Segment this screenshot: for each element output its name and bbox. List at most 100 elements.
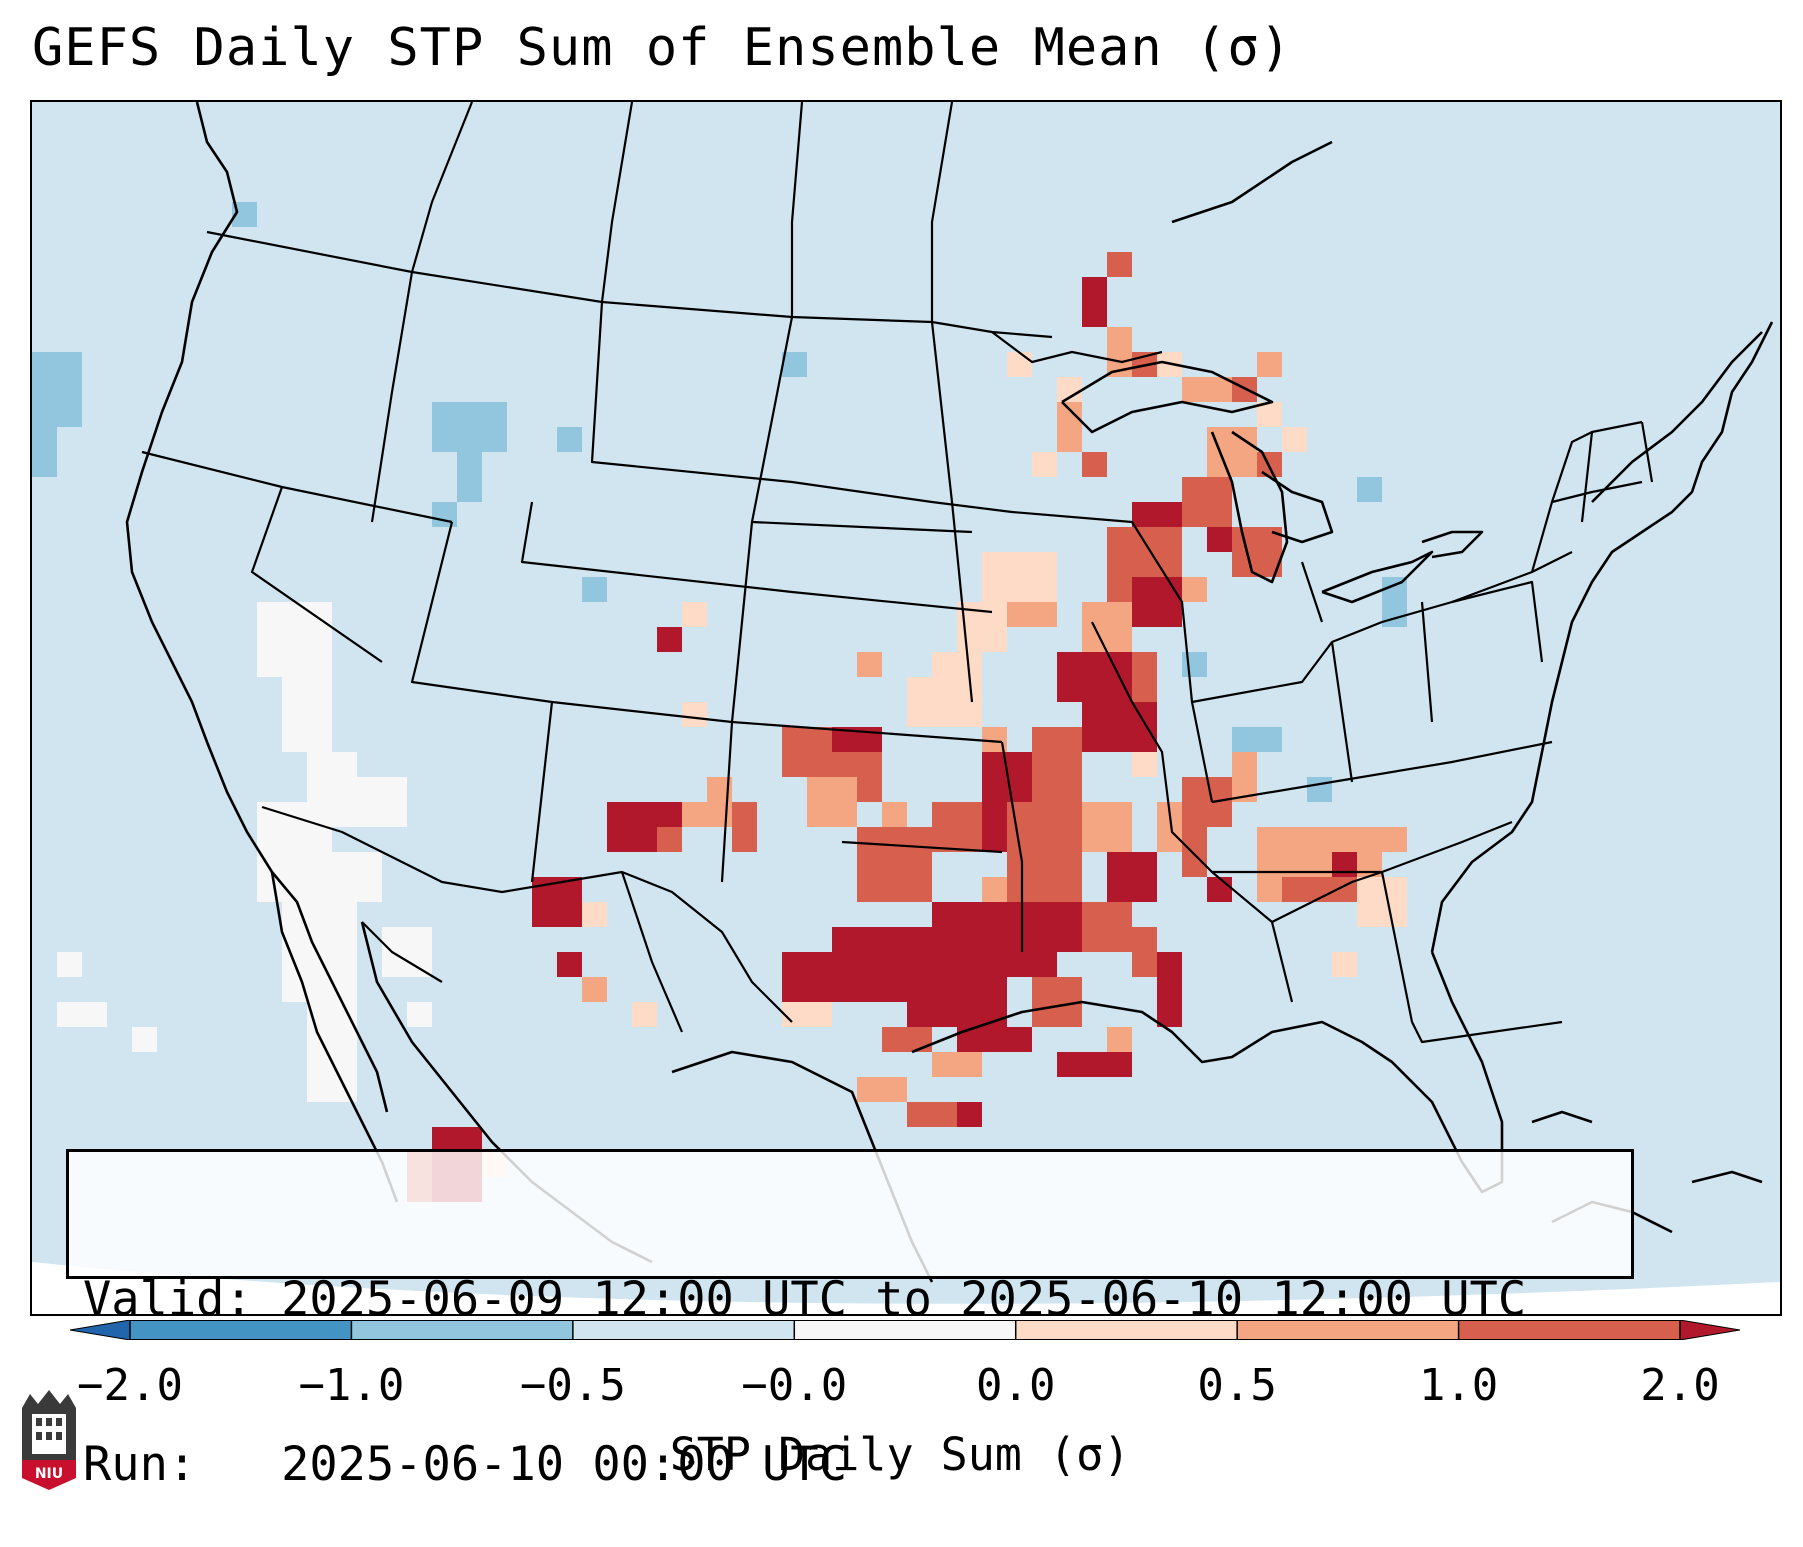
stp-grid-cell (1307, 777, 1332, 802)
colorbar-tick-label: 0.5 (1197, 1360, 1277, 1411)
stp-grid-cell (657, 827, 682, 852)
stp-field (32, 202, 1407, 1202)
stp-grid-cell (857, 652, 882, 677)
stp-grid-cell (382, 927, 432, 977)
stp-grid-cell (957, 1102, 982, 1127)
stp-grid-cell (582, 902, 607, 927)
stp-grid-cell (1382, 827, 1407, 852)
stp-grid-cell (1182, 577, 1207, 602)
colorbar-tick-label: −0.5 (519, 1360, 626, 1411)
stp-grid-cell (282, 677, 332, 752)
stp-grid-cell (1257, 402, 1282, 427)
colorbar-tick-label: −2.0 (77, 1360, 183, 1411)
stp-grid-cell (957, 1027, 1032, 1052)
stp-grid-cell (1332, 852, 1357, 877)
stp-grid-cell (1082, 602, 1132, 652)
colorbar-tick-label: 1.0 (1418, 1360, 1499, 1411)
stp-grid-cell (432, 402, 507, 452)
stp-grid-cell (582, 977, 607, 1002)
stp-grid-cell (1082, 452, 1107, 477)
stp-grid-cell (807, 777, 857, 827)
stp-grid-cell (857, 827, 932, 902)
stp-grid-cell (1357, 477, 1382, 502)
stp-grid-cell (1007, 802, 1082, 902)
stp-grid-cell (1032, 727, 1082, 802)
colorbar-bin (351, 1320, 573, 1340)
stp-grid-cell (1107, 852, 1157, 902)
stp-grid-cell (682, 802, 732, 827)
run-time-line: Run: 2025-06-10 00:00 UTC (83, 1437, 848, 1492)
stp-grid-cell (357, 777, 407, 827)
stp-grid-cell (532, 877, 582, 927)
stp-grid-cell (57, 1002, 107, 1027)
stp-grid-cell (1182, 377, 1232, 402)
stp-grid-cell (57, 952, 82, 977)
stp-grid-cell (1107, 1027, 1132, 1052)
stp-grid-cell (407, 1002, 432, 1027)
stp-grid-cell (257, 602, 332, 677)
stp-grid-cell (1282, 427, 1307, 452)
stp-grid-cell (1032, 452, 1057, 477)
stp-grid-cell (1207, 427, 1257, 477)
stp-grid-cell (1082, 277, 1107, 327)
stp-grid-cell (1132, 752, 1157, 777)
map-title: GEFS Daily STP Sum of Ensemble Mean (σ) (32, 18, 1292, 78)
colorbar-label: STP Daily Sum (σ) (669, 1428, 1131, 1481)
colorbar-extend-low (70, 1320, 131, 1340)
stp-grid-cell (632, 1002, 657, 1027)
stp-grid-cell (332, 852, 382, 902)
stp-grid-cell (1032, 977, 1082, 1027)
stp-grid-cell (932, 1052, 982, 1077)
projection-edge (32, 1262, 1780, 1314)
stp-grid-cell (1057, 1052, 1132, 1077)
niu-logo: NIU (22, 1390, 76, 1490)
colorbar-bin (794, 1320, 1016, 1340)
colorbar-tick-label: 2.0 (1640, 1360, 1720, 1411)
stp-grid-cell (1082, 702, 1157, 752)
stp-grid-cell (32, 352, 82, 427)
stp-grid-cell (1182, 652, 1207, 677)
stp-grid-cell (982, 877, 1007, 902)
stp-grid-cell (1107, 252, 1132, 277)
stp-grid-cell (857, 752, 882, 802)
colorbar-bin (572, 1320, 795, 1340)
stp-grid-cell (1232, 527, 1282, 577)
stp-grid-cell (1182, 777, 1232, 827)
stp-grid-cell (1057, 652, 1132, 702)
stp-grid-cell (1082, 902, 1132, 952)
map-panel (30, 100, 1782, 1316)
stp-grid-cell (682, 602, 707, 627)
stp-grid-cell (1257, 352, 1282, 377)
map-canvas (32, 102, 1780, 1314)
stp-grid-cell (1132, 577, 1182, 627)
colorbar (70, 1320, 1740, 1340)
colorbar-bin (130, 1320, 352, 1340)
valid-time-line: Valid: 2025-06-09 12:00 UTC to 2025-06-1… (83, 1272, 1527, 1327)
stp-grid-cell (1132, 502, 1182, 527)
stp-grid-cell (282, 902, 357, 1002)
stp-grid-cell (657, 627, 682, 652)
stp-grid-cell (1232, 752, 1257, 802)
stp-grid-cell (32, 427, 57, 477)
stp-grid-cell (907, 1102, 957, 1127)
stp-grid-cell (1182, 827, 1207, 877)
stp-grid-cell (1132, 927, 1157, 977)
valid-run-info-box: Valid: 2025-06-09 12:00 UTC to 2025-06-1… (66, 1149, 1634, 1492)
stp-grid-cell (882, 802, 907, 827)
stp-grid-cell (1232, 727, 1282, 752)
stp-grid-cell (782, 1002, 832, 1027)
colorbar-tick-label: −0.0 (741, 1360, 848, 1411)
stp-grid-cell (1207, 877, 1232, 902)
stp-grid-cell (557, 427, 582, 452)
stp-grid-cell (307, 1002, 357, 1102)
stp-grid-cell (582, 577, 607, 602)
stp-grid-cell (732, 802, 757, 852)
svg-text:NIU: NIU (35, 1466, 63, 1482)
stp-grid-cell (257, 802, 332, 902)
stp-grid-cell (1007, 602, 1057, 627)
stp-grid-cell (1332, 952, 1357, 977)
stp-grid-cell (782, 352, 807, 377)
political-borders (141, 102, 1654, 1044)
stp-grid-cell (1032, 902, 1082, 952)
stp-grid-cell (557, 952, 582, 977)
